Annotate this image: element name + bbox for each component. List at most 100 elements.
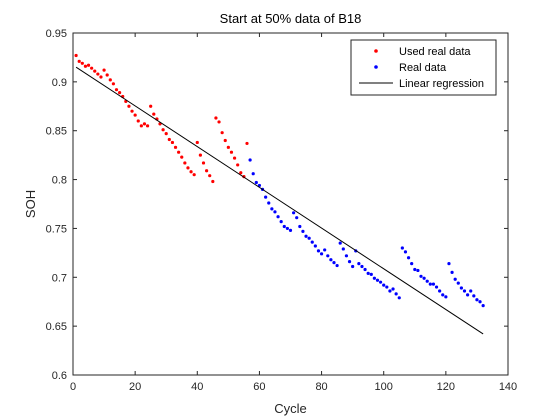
- data-point: [152, 112, 156, 116]
- data-point: [382, 283, 386, 287]
- x-tick-label: 0: [70, 381, 76, 393]
- data-point: [226, 145, 230, 149]
- regression-line: [75, 66, 484, 335]
- legend-dot-marker: [374, 49, 378, 53]
- data-point: [410, 262, 414, 266]
- data-point: [239, 171, 243, 175]
- data-point: [173, 145, 178, 149]
- data-point: [114, 88, 119, 92]
- data-point: [329, 258, 333, 262]
- data-point: [229, 150, 234, 154]
- data-point: [347, 260, 352, 264]
- data-point: [288, 228, 293, 232]
- data-point: [335, 263, 339, 268]
- data-point: [145, 124, 150, 128]
- data-point: [93, 69, 97, 73]
- data-point: [220, 131, 224, 135]
- data-point: [366, 271, 370, 275]
- data-point: [453, 277, 457, 281]
- x-tick-label: 120: [437, 381, 455, 393]
- data-point: [400, 246, 404, 250]
- data-point: [319, 252, 324, 256]
- data-point: [304, 234, 308, 238]
- legend-entry: Used real data: [399, 46, 471, 58]
- data-point: [478, 300, 482, 304]
- data-point: [183, 161, 187, 165]
- axes-box: [72, 32, 509, 376]
- data-point: [186, 166, 190, 170]
- data-point: [96, 72, 100, 76]
- y-tick-label: 0.6: [52, 370, 67, 382]
- data-point: [419, 274, 423, 278]
- data-point: [422, 276, 426, 280]
- x-axis-label: Cycle: [274, 401, 307, 416]
- series-1: [248, 158, 485, 308]
- data-point: [170, 140, 175, 145]
- data-point: [254, 180, 258, 185]
- data-point: [481, 304, 485, 308]
- data-point: [338, 241, 342, 245]
- data-point: [205, 169, 209, 173]
- data-point: [177, 150, 181, 154]
- y-tick-label: 0.8: [52, 175, 67, 187]
- data-point: [102, 68, 106, 72]
- data-point: [195, 140, 199, 145]
- data-point: [444, 295, 448, 299]
- data-point: [118, 91, 122, 95]
- data-point: [413, 267, 417, 272]
- data-point: [245, 141, 249, 146]
- legend: Used real data Real data Linear regression: [350, 39, 497, 96]
- data-point: [267, 201, 271, 205]
- data-point: [201, 161, 206, 165]
- data-point: [323, 248, 327, 252]
- data-point: [74, 53, 78, 58]
- data-point: [375, 278, 380, 282]
- data-point: [379, 280, 383, 284]
- data-point: [466, 293, 470, 297]
- data-point: [351, 264, 355, 269]
- data-point: [99, 75, 103, 79]
- data-point: [105, 73, 109, 77]
- data-point: [236, 163, 240, 167]
- data-point: [462, 289, 467, 293]
- data-point: [111, 82, 115, 86]
- y-tick-label: 0.85: [46, 126, 67, 138]
- data-point: [369, 272, 373, 276]
- data-point: [276, 215, 280, 219]
- x-tick-label: 80: [315, 381, 327, 393]
- data-point: [385, 285, 389, 289]
- data-point: [136, 119, 140, 123]
- data-point: [164, 132, 168, 136]
- data-point: [397, 296, 401, 300]
- data-point: [217, 120, 221, 124]
- data-point: [192, 173, 196, 177]
- y-tick-label: 0.9: [52, 77, 67, 89]
- data-point: [264, 195, 268, 199]
- data-point: [108, 78, 112, 82]
- data-point: [456, 281, 460, 285]
- data-point: [273, 210, 277, 214]
- data-point: [326, 254, 330, 258]
- legend-items: Used real data Real data Linear regression: [359, 46, 484, 90]
- y-tick-label: 0.7: [52, 272, 67, 284]
- data-point: [211, 179, 215, 184]
- data-point: [133, 113, 137, 117]
- data-point: [232, 156, 237, 160]
- data-point: [83, 64, 88, 68]
- x-tick-label: 40: [191, 381, 203, 393]
- data-point: [459, 286, 463, 290]
- data-point: [475, 298, 479, 302]
- data-point: [77, 59, 81, 63]
- data-point: [332, 261, 336, 265]
- data-point: [428, 282, 432, 286]
- data-point: [270, 207, 274, 211]
- data-point: [167, 137, 171, 142]
- data-point: [357, 262, 361, 266]
- y-axis-label: SOH: [23, 190, 38, 218]
- data-point: [142, 122, 147, 126]
- data-point: [438, 289, 442, 293]
- data-point: [388, 289, 392, 293]
- data-point: [301, 229, 305, 233]
- legend-dot-marker: [374, 65, 378, 69]
